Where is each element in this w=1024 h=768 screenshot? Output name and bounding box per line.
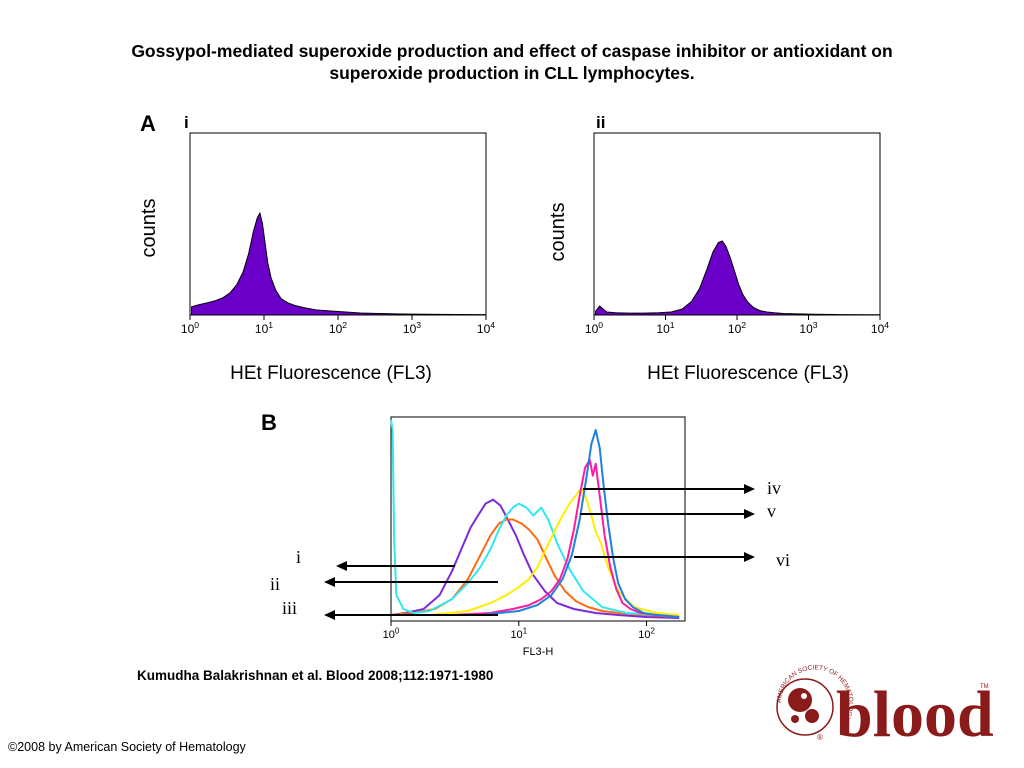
xlabel-a-i: HEt Fluorescence (FL3) <box>230 363 432 384</box>
overlay-curves-b <box>390 419 680 619</box>
plot-frame-b <box>390 416 686 622</box>
ylabel-a-ii: counts <box>547 203 569 262</box>
arrow-i-head <box>336 561 347 571</box>
x-tick-label: 104 <box>477 320 495 336</box>
citation: Kumudha Balakrishnan et al. Blood 2008;1… <box>137 668 494 683</box>
x-tick-label: 102 <box>638 626 655 641</box>
blood-logo: AMERICAN SOCIETY OF HEMATOLOGY blood TM … <box>776 664 994 751</box>
x-tick-label: 104 <box>871 320 889 336</box>
x-tick-label: 101 <box>255 320 273 336</box>
x-tick-label: 103 <box>403 320 421 336</box>
x-tick-label: 100 <box>181 320 199 336</box>
series-line-1 <box>390 498 680 619</box>
ylabel-a-i: counts <box>138 199 160 258</box>
overlay-histogram-b: 100 101 102 FL3-H i ii iii iv v vi <box>270 416 790 658</box>
panel-label-b: B <box>261 410 277 435</box>
logo-emblem-cell-3 <box>791 715 799 723</box>
copyright: ©2008 by American Society of Hematology <box>8 740 246 754</box>
logo-emblem-highlight <box>801 693 807 699</box>
xlabel-a-ii: HEt Fluorescence (FL3) <box>647 363 849 384</box>
series-line-4 <box>391 486 680 616</box>
sublabel-a-ii: ii <box>596 113 605 132</box>
x-tick-label: 100 <box>585 320 603 336</box>
arrow-v-head <box>744 509 755 519</box>
slide-title: Gossypol-mediated superoxide production … <box>40 40 984 84</box>
series-line-2 <box>390 518 680 618</box>
annotation-i: i <box>296 547 301 567</box>
title-line-2: superoxide production in CLL lymphocytes… <box>329 63 695 83</box>
histogram-fill-a-ii <box>595 240 880 316</box>
annotation-vi: vi <box>776 550 790 570</box>
series-line-6 <box>391 429 680 618</box>
x-tick-label: 101 <box>510 626 527 641</box>
logo-emblem-cell-1 <box>788 688 812 712</box>
x-ticks-a-i: 100 101 102 103 104 <box>181 315 495 336</box>
title-line-1: Gossypol-mediated superoxide production … <box>131 41 893 61</box>
x-tick-label: 100 <box>383 626 400 641</box>
logo-emblem-cell-2 <box>805 709 819 723</box>
arrow-iv-head <box>744 484 755 494</box>
x-tick-label: 102 <box>329 320 347 336</box>
annotation-iv: iv <box>767 478 781 498</box>
x-ticks-a-ii: 100 101 102 103 104 <box>585 315 889 336</box>
x-tick-label: 103 <box>799 320 817 336</box>
arrow-iii-head <box>324 610 335 620</box>
x-ticks-b: 100 101 102 <box>383 621 655 641</box>
histogram-fill-a-i <box>191 211 486 316</box>
panel-label-a: A <box>140 111 156 136</box>
xlabel-b: FL3-H <box>523 646 554 658</box>
arrow-ii-head <box>324 577 335 587</box>
histogram-a-ii: ii counts 100 101 102 103 104 HEt Fluorescen… <box>547 113 889 384</box>
arrow-vi-head <box>744 552 755 562</box>
x-tick-label: 102 <box>728 320 746 336</box>
logo-reg: ® <box>817 733 823 742</box>
logo-tm: TM <box>980 684 989 690</box>
annotation-iii: iii <box>282 598 297 618</box>
sublabel-a-i: i <box>184 113 189 132</box>
series-line-3 <box>390 419 680 618</box>
x-tick-label: 101 <box>656 320 674 336</box>
annotation-v: v <box>767 501 776 521</box>
logo-wordmark: blood <box>836 678 994 751</box>
logo-emblem-ring <box>776 678 834 736</box>
histogram-a-i: i counts 100 101 102 103 104 HEt Fluorescenc… <box>138 113 495 384</box>
annotation-ii: ii <box>270 574 280 594</box>
series-line-5 <box>391 458 680 618</box>
